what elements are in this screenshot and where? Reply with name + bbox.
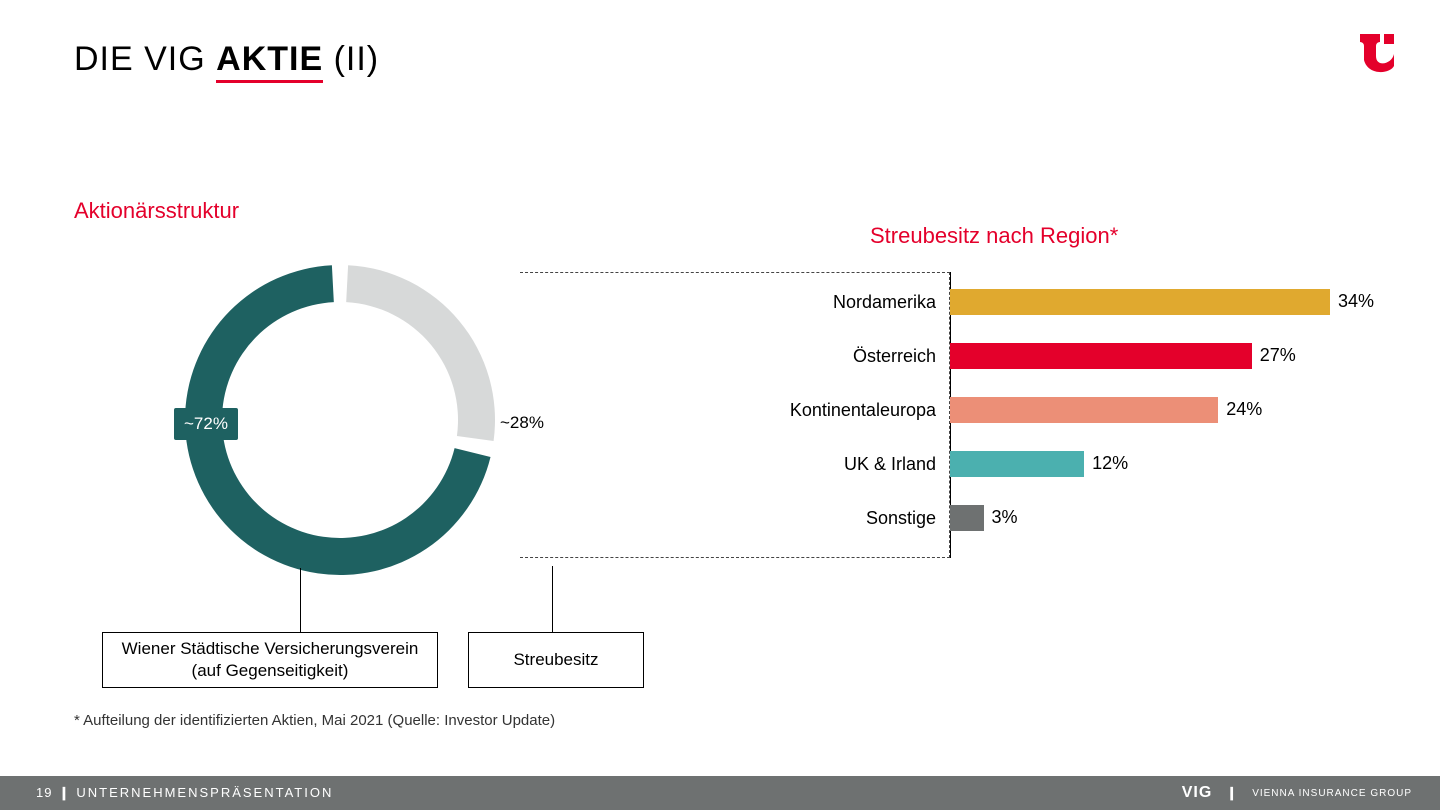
legend-main-text: Wiener Städtische Versicherungsverein(au…: [122, 638, 419, 682]
title-suffix: (II): [323, 40, 379, 78]
footer-page-num: 19: [36, 785, 52, 800]
bar-value: 34%: [1338, 291, 1374, 312]
bar-row: Nordamerika34%: [740, 282, 1390, 322]
bar-row: Sonstige 3%: [740, 498, 1390, 538]
vig-logo-icon: [1354, 30, 1400, 76]
bar-fill: [950, 343, 1252, 369]
bar-label: UK & Irland: [740, 454, 950, 475]
bar-chart: Nordamerika34%Österreich27%Kontinentaleu…: [740, 282, 1390, 552]
bar-track: 24%: [950, 397, 1330, 423]
subtitle-shareholder-structure: Aktionärsstruktur: [74, 198, 239, 224]
footnote: * Aufteilung der identifizierten Aktien,…: [74, 712, 555, 729]
bar-row: Österreich 27%: [740, 336, 1390, 376]
bar-label: Kontinentaleuropa: [740, 400, 950, 421]
bar-value: 12%: [1092, 453, 1128, 474]
bar-track: 27%: [950, 343, 1330, 369]
donut-slice: [346, 265, 495, 441]
bar-fill: [950, 505, 984, 531]
bar-value: 27%: [1260, 345, 1296, 366]
bar-fill: [950, 451, 1084, 477]
donut-pct-main: ~72%: [174, 408, 238, 440]
bar-label: Nordamerika: [740, 292, 950, 313]
bar-label: Österreich: [740, 346, 950, 367]
footer-page: 19 ❙ UNTERNEHMENSPRÄSENTATION: [0, 785, 333, 801]
donut-chart: [160, 240, 520, 640]
slide: DIE VIG AKTIE (II) Aktionärsstruktur Str…: [0, 0, 1440, 810]
footer-brand-long: VIENNA INSURANCE GROUP: [1252, 788, 1412, 799]
leader-line-freefloat: [552, 566, 553, 632]
footer-brand-short: VIG: [1182, 784, 1213, 802]
bar-value: 3%: [992, 507, 1018, 528]
legend-freefloat-text: Streubesitz: [513, 649, 598, 671]
legend-freefloat: Streubesitz: [468, 632, 644, 688]
subtitle-freefloat-region: Streubesitz nach Region*: [870, 223, 1118, 249]
bar-fill: [950, 289, 1330, 315]
page-title: DIE VIG AKTIE (II): [74, 40, 379, 79]
bar-label: Sonstige: [740, 508, 950, 529]
bar-row: UK & Irland 12%: [740, 444, 1390, 484]
footer-divider-icon: ❙: [1226, 785, 1238, 801]
title-bold: AKTIE: [216, 40, 323, 83]
bar-track: 34%: [950, 289, 1330, 315]
footer-divider-icon: ❙: [58, 785, 70, 800]
bar-track: 3%: [950, 505, 1330, 531]
leader-line-main: [300, 568, 301, 632]
bar-fill: [950, 397, 1218, 423]
footer-brand: VIG ❙ VIENNA INSURANCE GROUP: [1182, 784, 1440, 802]
footer-bar: 19 ❙ UNTERNEHMENSPRÄSENTATION VIG ❙ VIENNA…: [0, 776, 1440, 810]
bar-row: Kontinentaleuropa 24%: [740, 390, 1390, 430]
legend-main: Wiener Städtische Versicherungsverein(au…: [102, 632, 438, 688]
title-prefix: DIE VIG: [74, 40, 216, 78]
bar-track: 12%: [950, 451, 1330, 477]
footer-label: UNTERNEHMENSPRÄSENTATION: [76, 785, 333, 800]
bar-value: 24%: [1226, 399, 1262, 420]
